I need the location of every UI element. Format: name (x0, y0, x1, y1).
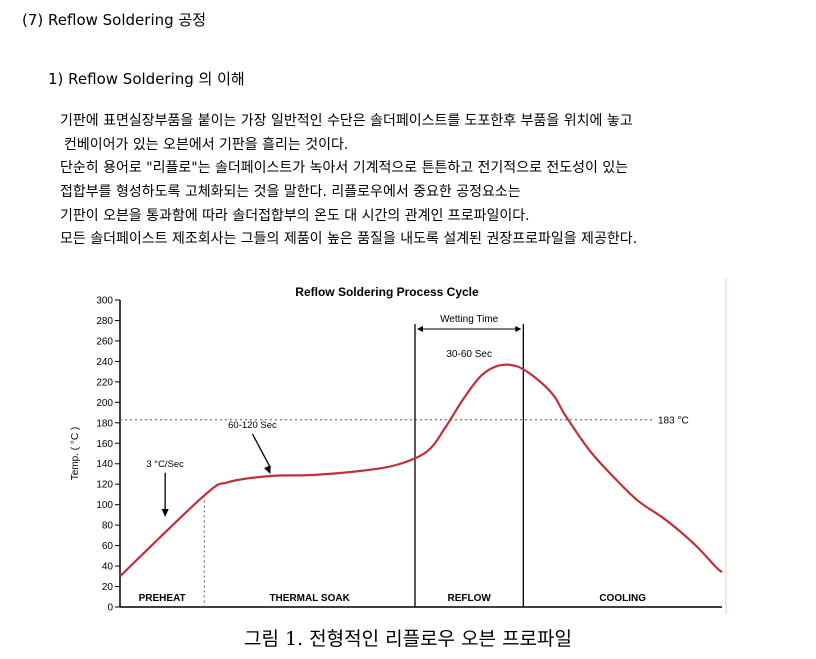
chart-background (62, 276, 732, 616)
y-tick-label: 300 (96, 296, 113, 307)
wetting-time-duration: 30-60 Sec (446, 349, 492, 360)
y-tick-label: 60 (102, 541, 114, 552)
y-tick-label: 220 (96, 377, 113, 388)
reference-line-label: 183 °C (658, 416, 689, 427)
y-tick-label: 40 (102, 562, 114, 573)
zone-label: THERMAL SOAK (269, 593, 350, 604)
paragraph-line: 컨베이어가 있는 오븐에서 기판을 흘리는 것이다. (64, 136, 349, 153)
y-tick-label: 0 (107, 603, 113, 614)
paragraph-line: 기판이 오븐을 통과함에 따라 솔더접합부의 온도 대 시간의 관계인 프로파일… (60, 207, 530, 224)
y-tick-label: 80 (102, 521, 114, 532)
y-tick-label: 100 (96, 500, 113, 511)
paragraph-line: 기판에 표면실장부품을 붙이는 가장 일반적인 수단은 솔더페이스트를 도포한후… (60, 113, 633, 129)
zone-label: PREHEAT (139, 593, 186, 604)
wetting-time-arrowhead-left (416, 326, 423, 332)
body-paragraph: 기판에 표면실장부품을 붙이는 가장 일반적인 수단은 솔더페이스트를 도포한후… (60, 110, 810, 252)
y-axis-label: Temp. ( °C ) (70, 427, 81, 480)
annotation-arrow (251, 433, 272, 469)
figure-caption: 그림 1. 전형적인 리플로우 오븐 프로파일 (243, 628, 572, 650)
temperature-profile-line (119, 363, 723, 578)
y-tick-label: 160 (96, 439, 113, 450)
annotation-arrowhead (264, 465, 271, 474)
wetting-time-arrowhead-right (515, 326, 522, 332)
y-tick-label: 280 (96, 316, 113, 327)
y-tick-label: 120 (96, 480, 113, 491)
subsection-title: 1) Reflow Soldering 의 이해 (48, 70, 245, 88)
paragraph-line: 모든 솔더페이스트 제조회사는 그들의 제품이 높은 품질을 내도록 설계된 권… (60, 231, 638, 248)
y-tick-label: 240 (96, 357, 113, 368)
y-tick-label: 180 (96, 418, 113, 429)
chart-layer: Reflow Soldering Process Cycle 300 280 260 2… (70, 278, 727, 614)
reflow-profile-chart: Reflow Soldering Process Cycle 300 280 260 2… (62, 276, 732, 616)
annotation-label: 3 °C/Sec (146, 459, 184, 470)
chart-title: Reflow Soldering Process Cycle (295, 285, 479, 299)
paragraph-line: 단순히 용어로 "리플로"는 솔더페이스트가 녹아서 기계적으로 튼튼하고 전기… (60, 160, 629, 177)
paragraph-line: 접합부를 형성하도록 고체화되는 것을 말한다. 리플로우에서 중요한 공정요소… (60, 184, 521, 201)
zone-label: REFLOW (447, 593, 491, 604)
annotation-label: 60-120 Sec (228, 420, 277, 431)
zone-label: COOLING (599, 593, 646, 604)
annotation-arrowhead (161, 508, 169, 517)
section-title: (7) Reflow Soldering 공정 (22, 11, 207, 29)
y-tick-label: 20 (102, 582, 114, 593)
y-tick-label: 200 (96, 398, 113, 409)
y-tick-label: 260 (96, 336, 113, 347)
wetting-time-label: Wetting Time (440, 314, 499, 325)
y-tick-label: 140 (96, 459, 113, 470)
